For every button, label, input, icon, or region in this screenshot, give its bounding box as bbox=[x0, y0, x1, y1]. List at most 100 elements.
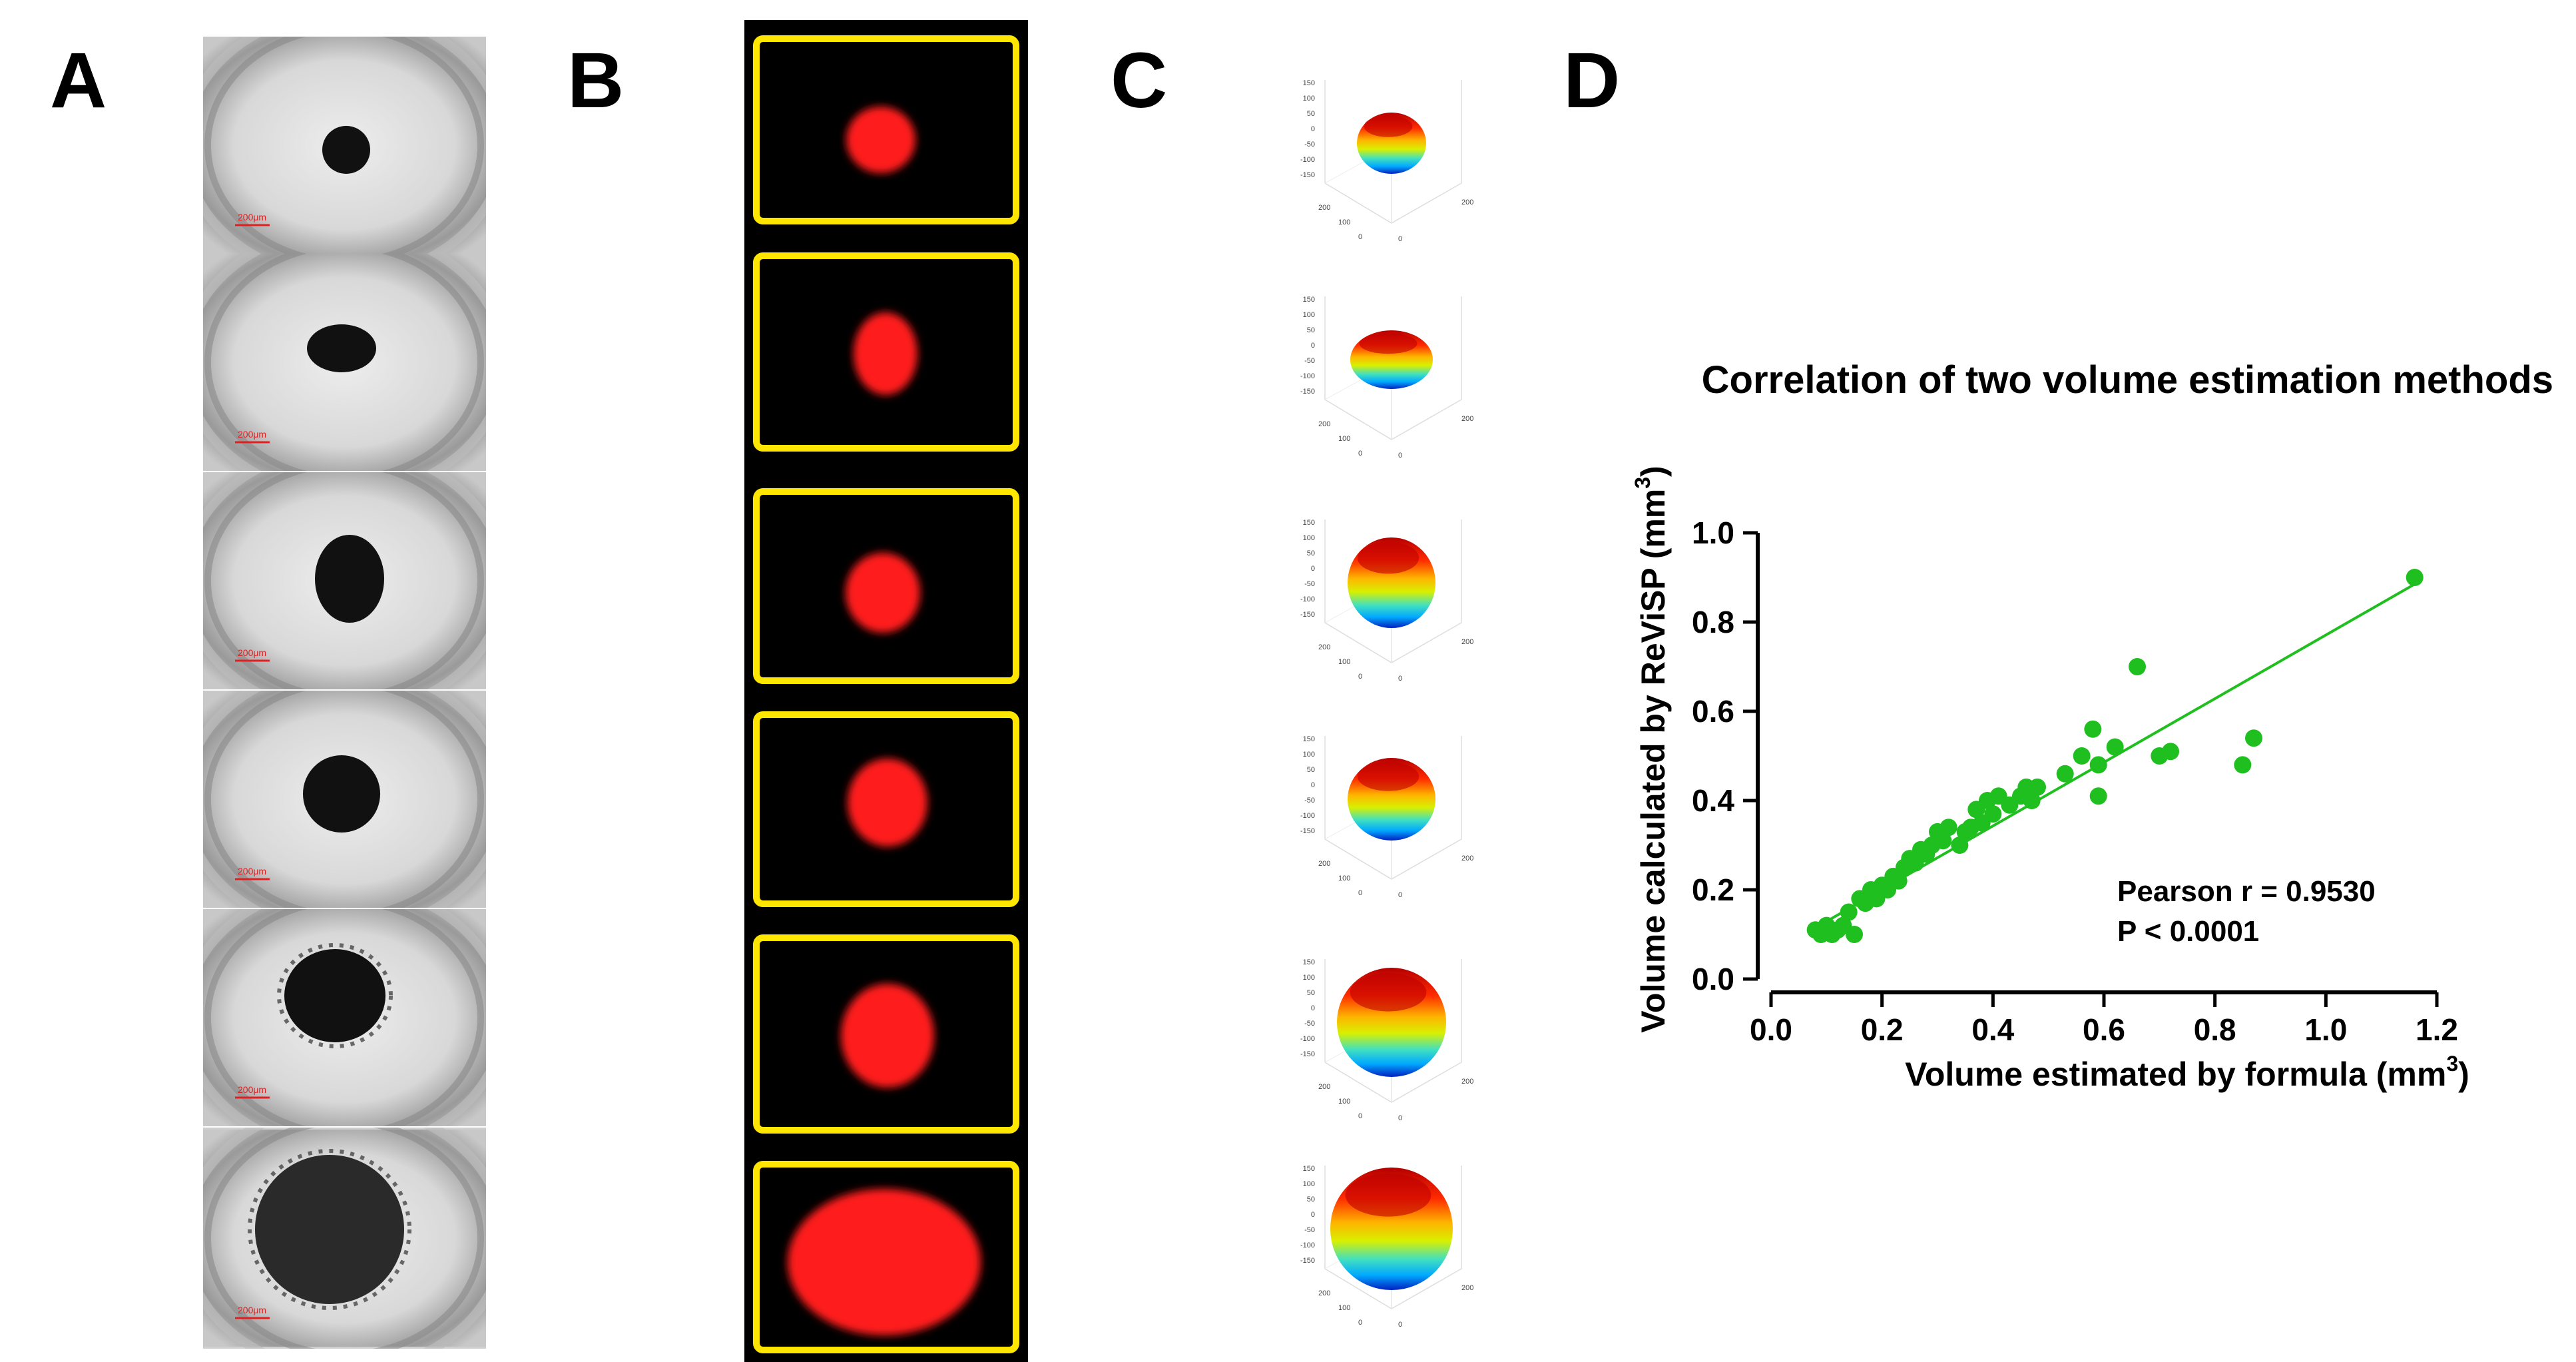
x-tick-label: 0 bbox=[1358, 450, 1362, 458]
fluorescence-image bbox=[744, 27, 1028, 233]
brightfield-image: 200μm bbox=[203, 472, 486, 689]
z-tick-label: 50 bbox=[1307, 549, 1315, 557]
brightfield-image: 200μm bbox=[203, 691, 486, 908]
fluorescent-spheroid bbox=[846, 553, 920, 633]
z-tick-label: -150 bbox=[1300, 171, 1315, 179]
y-axis-label: Volume calculated by ReViSP (mm3) bbox=[1631, 466, 1672, 1032]
data-point bbox=[2406, 569, 2424, 586]
x-tick-label: 200 bbox=[1318, 860, 1330, 868]
fluorescence-image bbox=[744, 926, 1028, 1142]
surface-plot-tile: 150 100 50 0 -50 -100 -150 200 100 0 0 200 bbox=[1295, 506, 1488, 713]
data-point bbox=[1951, 837, 1969, 854]
z-tick-label: -50 bbox=[1304, 797, 1315, 805]
chart-axes: 0.0 0.2 0.4 0.6 0.8 1.0 1.2 0.0 0.2 0.4 0.6 0.8 1.0 bbox=[1692, 515, 2458, 1047]
data-point bbox=[2089, 787, 2107, 805]
z-tick-label: -100 bbox=[1300, 372, 1315, 380]
data-point bbox=[1890, 872, 1908, 890]
x-tick-label: 0.4 bbox=[1971, 1012, 2014, 1047]
y-tick-label: 0 bbox=[1398, 1114, 1402, 1122]
panel-label-b: B bbox=[567, 37, 625, 125]
z-tick-label: -100 bbox=[1300, 1241, 1315, 1249]
x-tick-label: 0 bbox=[1358, 1112, 1362, 1120]
y-tick-label: 0 bbox=[1398, 452, 1402, 460]
x-tick-label: 0.0 bbox=[1750, 1012, 1792, 1047]
z-tick-label: -150 bbox=[1300, 827, 1315, 835]
fluorescence-image bbox=[744, 1152, 1028, 1362]
y-tick-label: 0 bbox=[1398, 675, 1402, 683]
x-tick-label: 100 bbox=[1338, 874, 1350, 882]
z-tick-label: 100 bbox=[1303, 974, 1315, 982]
y-tick-label: 200 bbox=[1461, 854, 1473, 862]
data-point bbox=[1840, 903, 1858, 921]
data-point bbox=[2056, 765, 2074, 783]
surface-plot-tile: 150 100 50 0 -50 -100 -150 200 100 0 0 200 bbox=[1295, 283, 1488, 490]
z-tick-label: 100 bbox=[1303, 751, 1315, 759]
spheroid-blob bbox=[322, 126, 370, 174]
z-tick-label: 150 bbox=[1303, 79, 1315, 87]
z-tick-label: -150 bbox=[1300, 611, 1315, 619]
scale-bar-label: 200μm bbox=[238, 647, 266, 658]
z-tick-label: 100 bbox=[1303, 311, 1315, 319]
panel-label-a: A bbox=[50, 37, 107, 125]
fluorescent-spheroid bbox=[846, 107, 915, 173]
y-tick-label: 200 bbox=[1461, 1284, 1473, 1292]
x-tick-label: 100 bbox=[1338, 435, 1350, 443]
scale-bar-label: 200μm bbox=[238, 866, 266, 876]
spheroid-blob bbox=[284, 949, 386, 1042]
scale-bar-label: 200μm bbox=[238, 1084, 266, 1095]
z-tick-label: 50 bbox=[1307, 766, 1315, 774]
y-tick-label: 0.8 bbox=[1692, 605, 1734, 639]
y-tick-label: 200 bbox=[1461, 1078, 1473, 1086]
y-axis-label-end: ) bbox=[1635, 466, 1672, 477]
x-axis-label-end: ) bbox=[2458, 1056, 2469, 1093]
data-point bbox=[2245, 729, 2262, 747]
z-tick-label: 150 bbox=[1303, 735, 1315, 743]
fluorescent-spheroid bbox=[848, 759, 927, 847]
x-tick-label: 200 bbox=[1318, 643, 1330, 651]
y-tick-label: 0.2 bbox=[1692, 872, 1734, 907]
z-tick-label: 150 bbox=[1303, 519, 1315, 527]
x-tick-label: 1.2 bbox=[2416, 1012, 2458, 1047]
x-tick-label: 0 bbox=[1358, 889, 1362, 897]
chart-title: Correlation of two volume estimation met… bbox=[1702, 358, 2553, 402]
data-point bbox=[2129, 658, 2146, 675]
surface-plot-tile: 150 100 50 0 -50 -100 -150 200 100 0 0 200 bbox=[1295, 723, 1488, 929]
z-tick-label: -100 bbox=[1300, 595, 1315, 603]
scale-bar-label: 200μm bbox=[238, 429, 266, 440]
y-tick-label: 0.4 bbox=[1692, 783, 1734, 818]
y-tick-label: 0 bbox=[1398, 1321, 1402, 1329]
data-point bbox=[2073, 747, 2091, 765]
x-tick-label: 100 bbox=[1338, 658, 1350, 666]
data-point bbox=[2029, 778, 2046, 796]
x-tick-label: 0.2 bbox=[1861, 1012, 1904, 1047]
brightfield-image: 200μm bbox=[203, 1128, 486, 1349]
surface-plot-tile: 150 100 50 0 -50 -100 -150 200 100 0 0 200 bbox=[1295, 946, 1488, 1152]
z-tick-label: 150 bbox=[1303, 296, 1315, 304]
z-tick-label: 50 bbox=[1307, 989, 1315, 997]
panel-label-c: C bbox=[1111, 37, 1168, 125]
z-tick-label: 100 bbox=[1303, 1180, 1315, 1188]
z-tick-label: 100 bbox=[1303, 95, 1315, 103]
data-point bbox=[2234, 756, 2252, 774]
z-tick-label: -50 bbox=[1304, 141, 1315, 149]
x-tick-label: 0.8 bbox=[2194, 1012, 2236, 1047]
y-tick-label: 200 bbox=[1461, 198, 1473, 206]
data-point bbox=[1939, 819, 1957, 837]
data-point bbox=[2084, 720, 2102, 738]
y-tick-label: 1.0 bbox=[1692, 515, 1734, 550]
fluorescence-image bbox=[744, 244, 1028, 460]
z-tick-label: -150 bbox=[1300, 1050, 1315, 1058]
brightfield-image: 200μm bbox=[203, 37, 486, 254]
y-tick-label: 0.6 bbox=[1692, 694, 1734, 729]
brightfield-image: 200μm bbox=[203, 254, 486, 471]
scale-bar-label: 200μm bbox=[238, 1305, 266, 1315]
surface-plot-tile: 150 100 50 0 -50 -100 -150 200 100 0 0 200 bbox=[1295, 1152, 1488, 1359]
z-tick-label: -50 bbox=[1304, 1020, 1315, 1028]
z-tick-label: 0 bbox=[1311, 1004, 1315, 1012]
annotation-pearson: Pearson r = 0.9530 bbox=[2117, 875, 2376, 908]
y-tick-label: 200 bbox=[1461, 638, 1473, 646]
z-tick-label: 50 bbox=[1307, 110, 1315, 118]
z-tick-label: 0 bbox=[1311, 125, 1315, 133]
z-tick-label: 50 bbox=[1307, 1195, 1315, 1203]
panel-b-fluorescence-column bbox=[744, 20, 1028, 1362]
